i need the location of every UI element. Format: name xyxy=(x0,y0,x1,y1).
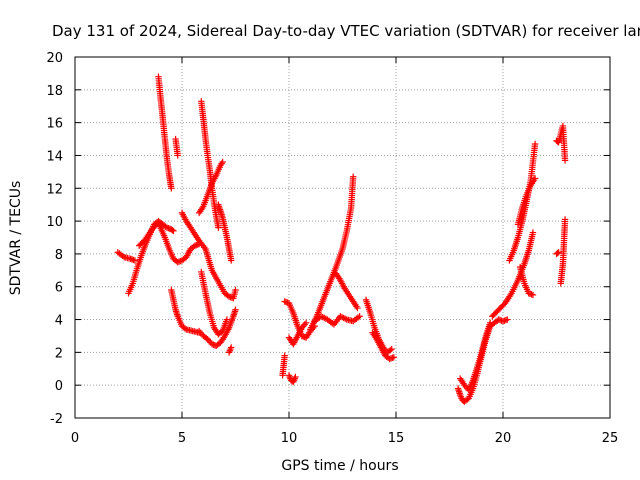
data-point xyxy=(390,354,398,361)
data-point xyxy=(387,346,394,354)
data-point xyxy=(292,373,299,381)
data-point xyxy=(232,286,239,294)
data-point xyxy=(228,257,235,264)
data-point xyxy=(223,316,231,323)
data-point xyxy=(131,257,139,264)
x-axis-label: GPS time / hours xyxy=(281,458,398,474)
y-tick-label: -2 xyxy=(50,412,63,427)
y-tick-label: 14 xyxy=(46,149,63,164)
data-point xyxy=(174,152,181,159)
y-tick-label: 18 xyxy=(46,84,63,99)
y-tick-label: 8 xyxy=(55,248,63,263)
data-point xyxy=(302,319,310,327)
data-point xyxy=(504,316,511,323)
plot-frame xyxy=(74,56,611,419)
data-point xyxy=(531,140,539,148)
data-point xyxy=(529,291,537,299)
data-point xyxy=(350,173,357,180)
x-tick-label: 20 xyxy=(495,431,512,446)
data-points xyxy=(114,73,569,405)
y-axis-label: SDTVAR / TECUs xyxy=(8,181,24,296)
data-point xyxy=(561,216,569,223)
data-point xyxy=(169,226,176,234)
data-point xyxy=(486,319,494,327)
data-point xyxy=(529,229,537,236)
x-tick-label: 5 xyxy=(178,431,186,446)
data-point xyxy=(203,334,210,342)
data-point xyxy=(354,304,361,312)
y-tick-label: 6 xyxy=(55,281,63,296)
data-point xyxy=(228,344,235,351)
data-point xyxy=(356,313,363,320)
data-point xyxy=(170,227,177,235)
y-tick-label: 16 xyxy=(46,117,63,132)
y-tick-label: 4 xyxy=(55,314,63,329)
data-point xyxy=(554,249,561,257)
data-point xyxy=(561,157,569,164)
data-point xyxy=(281,352,288,359)
axis-ticks: 0 5 10 15 20 25 -2 0 2 4 6 8 10 12 14 16 18 20 xyxy=(46,51,618,446)
y-tick-label: 12 xyxy=(46,182,63,197)
data-point xyxy=(555,249,562,256)
data-point xyxy=(531,175,539,182)
data-point xyxy=(388,345,395,353)
y-tick-label: 2 xyxy=(55,346,63,361)
y-tick-label: 0 xyxy=(55,379,63,394)
data-point xyxy=(215,224,222,231)
data-point xyxy=(219,158,226,166)
y-tick-label: 20 xyxy=(46,51,63,66)
x-tick-label: 0 xyxy=(71,431,79,446)
data-point xyxy=(181,325,189,332)
data-point xyxy=(232,306,239,313)
x-tick-label: 25 xyxy=(602,431,619,446)
x-tick-label: 15 xyxy=(388,431,405,446)
x-tick-label: 10 xyxy=(281,431,298,446)
data-point xyxy=(168,185,175,192)
y-tick-label: 10 xyxy=(46,215,63,230)
chart-title: Day 131 of 2024, Sidereal Day-to-day VTE… xyxy=(52,22,640,40)
